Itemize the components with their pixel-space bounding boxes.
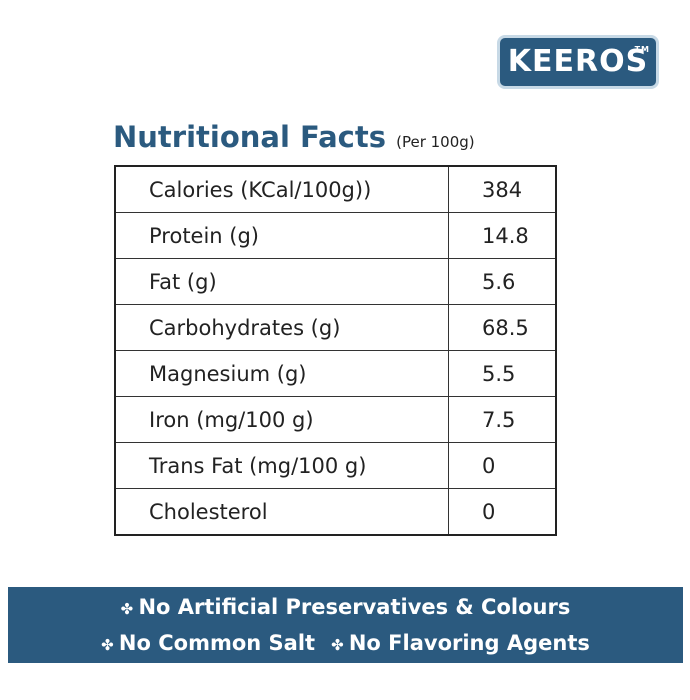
title: Nutritional Facts (Per 100g) <box>113 120 475 154</box>
nutrient-value: 7.5 <box>448 396 557 443</box>
banner-item: No Artificial Preservatives & Colours <box>121 595 571 619</box>
nutrient-value: 5.6 <box>448 258 557 305</box>
table-row: Cholesterol 0 <box>114 488 557 536</box>
nutrient-value: 384 <box>448 165 557 213</box>
trademark: TM <box>634 45 650 54</box>
banner-item: No Flavoring Agents <box>331 631 590 655</box>
nutrient-value: 0 <box>448 488 557 536</box>
table-row: Carbohydrates (g) 68.5 <box>114 304 557 351</box>
nutrient-value: 5.5 <box>448 350 557 397</box>
table-row: Trans Fat (mg/100 g) 0 <box>114 442 557 489</box>
banner-line: No Artificial Preservatives & Colours <box>8 591 683 623</box>
title-text: Nutritional Facts <box>113 120 386 154</box>
table-row: Iron (mg/100 g) 7.5 <box>114 396 557 443</box>
banner-line: No Common Salt No Flavoring Agents <box>8 627 683 659</box>
nutrient-name: Trans Fat (mg/100 g) <box>114 442 449 489</box>
nutrient-name: Calories (KCal/100g)) <box>114 165 449 213</box>
nutrient-name: Iron (mg/100 g) <box>114 396 449 443</box>
banner: No Artificial Preservatives & Colours No … <box>8 587 683 663</box>
nutrient-value: 68.5 <box>448 304 557 351</box>
nutrient-name: Cholesterol <box>114 488 449 536</box>
nutrition-table: Calories (KCal/100g)) 384 Protein (g) 14.8 F… <box>114 165 557 536</box>
brand-name: KEEROS <box>507 44 649 79</box>
subtitle: (Per 100g) <box>396 133 475 151</box>
logo: KEEROS TM <box>497 35 659 89</box>
banner-item: No Common Salt <box>101 631 315 655</box>
nutrient-name: Fat (g) <box>114 258 449 305</box>
nutrient-value: 0 <box>448 442 557 489</box>
nutrient-name: Magnesium (g) <box>114 350 449 397</box>
table-row: Calories (KCal/100g)) 384 <box>114 165 557 213</box>
nutrient-name: Protein (g) <box>114 212 449 259</box>
table-row: Protein (g) 14.8 <box>114 212 557 259</box>
table-row: Fat (g) 5.6 <box>114 258 557 305</box>
nutrient-name: Carbohydrates (g) <box>114 304 449 351</box>
nutrient-value: 14.8 <box>448 212 557 259</box>
table-row: Magnesium (g) 5.5 <box>114 350 557 397</box>
